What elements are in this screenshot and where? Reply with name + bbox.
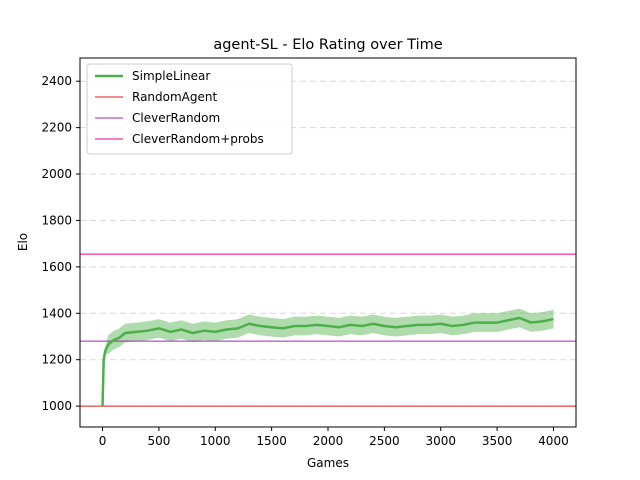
legend: SimpleLinear RandomAgent CleverRandom Cleve… — [86, 63, 293, 155]
reference-lines-group — [80, 253, 576, 407]
y-tick-label-1000: 1000 — [41, 399, 72, 413]
x-tick-label-1000: 1000 — [200, 434, 231, 448]
y-tick-label-1800: 1800 — [41, 213, 72, 227]
series-lines-group — [101, 316, 554, 407]
legend-label-cleverrandom: CleverRandom — [132, 111, 220, 125]
x-tick-label-3000: 3000 — [425, 434, 456, 448]
chart-title: agent-SL - Elo Rating over Time — [213, 37, 442, 53]
x-tick-label-0: 0 — [99, 434, 107, 448]
x-axis-ticks: 0 500 1000 1500 2000 2500 3000 3500 4000 — [99, 427, 569, 448]
x-tick-label-2000: 2000 — [313, 434, 344, 448]
legend-label-cleverrandom-probs: CleverRandom+probs — [132, 132, 264, 146]
x-tick-label-3500: 3500 — [482, 434, 513, 448]
x-tick-label-1500: 1500 — [256, 434, 287, 448]
y-tick-label-2200: 2200 — [41, 121, 72, 135]
legend-label-simplelinear: SimpleLinear — [132, 69, 210, 83]
x-tick-label-2500: 2500 — [369, 434, 400, 448]
legend-box — [86, 63, 293, 155]
y-tick-label-2400: 2400 — [41, 74, 72, 88]
legend-label-randomagent: RandomAgent — [132, 90, 217, 104]
x-tick-label-500: 500 — [147, 434, 170, 448]
y-tick-label-1200: 1200 — [41, 353, 72, 367]
y-axis-ticks: 1000 1200 1400 1600 1800 2000 2200 2400 — [41, 74, 80, 413]
y-tick-label-2000: 2000 — [41, 167, 72, 181]
x-tick-label-4000: 4000 — [538, 434, 569, 448]
y-tick-label-1400: 1400 — [41, 306, 72, 320]
y-axis-label: Elo — [16, 233, 30, 251]
confidence-band-group — [102, 308, 554, 410]
x-axis-label: Games — [307, 456, 349, 470]
y-tick-label-1600: 1600 — [41, 260, 72, 274]
confidence-band-simplelinear — [102, 308, 554, 410]
series-line-simplelinear — [101, 316, 554, 407]
